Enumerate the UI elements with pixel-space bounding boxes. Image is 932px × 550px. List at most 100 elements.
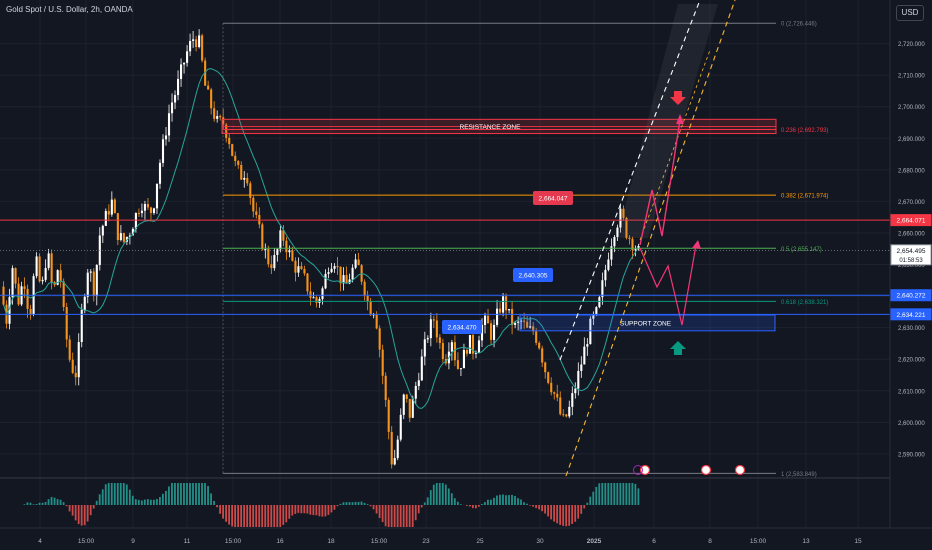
macd-histogram-bar (41, 502, 44, 505)
macd-histogram-bar (526, 503, 528, 505)
candle-body (77, 342, 80, 378)
macd-histogram-bar (493, 497, 495, 505)
macd-histogram-bar (171, 483, 173, 505)
macd-histogram-bar (481, 503, 483, 505)
price-axis-badge (890, 214, 932, 227)
macd-histogram-bar (538, 505, 540, 510)
macd-histogram-bar (174, 483, 176, 505)
price-axis-badge-text: 2,634.221 (897, 312, 926, 319)
candle-body (261, 224, 264, 250)
candle-body (62, 281, 65, 308)
candle-body (499, 308, 502, 313)
candle-body (333, 266, 336, 269)
macd-histogram-bar (119, 483, 122, 505)
candle-body (369, 301, 372, 316)
candle-body (393, 458, 396, 465)
macd-histogram-bar (128, 489, 131, 505)
macd-histogram-bar (474, 505, 477, 509)
macd-histogram-bar (622, 483, 625, 505)
currency-button[interactable]: USD (896, 5, 924, 21)
macd-histogram-bar (553, 505, 556, 522)
candle-body (23, 286, 26, 289)
price-axis-tick-label: 2,690.000 (898, 137, 925, 143)
price-axis-tick-label: 2,660.000 (898, 231, 925, 237)
candle-body (74, 372, 77, 378)
macd-histogram-bar (562, 505, 565, 526)
macd-histogram-bar (122, 483, 125, 505)
candle-body (357, 259, 360, 266)
macd-histogram-bar (219, 505, 221, 514)
macd-histogram-bar (192, 483, 194, 505)
candle-body (453, 342, 456, 361)
candle-body (282, 230, 285, 241)
candle-body (131, 228, 134, 236)
macd-histogram-bar (74, 505, 77, 521)
macd-histogram-bar (107, 483, 110, 505)
macd-histogram-bar (32, 504, 35, 505)
candle-body (441, 343, 444, 360)
candle-body (180, 64, 183, 79)
candles (2, 29, 640, 469)
macd-histogram-bar (50, 496, 53, 505)
price-axis-tick-label: 2,700.000 (898, 105, 925, 111)
macd-histogram-bar (414, 505, 417, 521)
candle-body (595, 307, 598, 315)
macd-histogram-bar (450, 493, 453, 505)
candle-body (372, 314, 375, 316)
candle-body (216, 116, 219, 119)
candle-body (384, 375, 387, 401)
candle-body (306, 273, 309, 292)
candle-body (354, 259, 357, 268)
candle-body (228, 137, 231, 145)
macd-histogram-bar (327, 505, 330, 515)
macd-histogram-bar (592, 491, 595, 505)
time-axis-tick-label: 23 (422, 538, 430, 545)
candle-body (502, 296, 505, 313)
price-axis-badge (890, 289, 932, 302)
macd-histogram-bar (441, 483, 444, 505)
candle-body (480, 324, 484, 341)
candle-body (456, 360, 459, 369)
candle-body (276, 249, 279, 255)
time-axis-tick-label: 8 (708, 538, 712, 545)
candle-body (291, 250, 294, 261)
green-up-arrow-icon (670, 341, 686, 355)
macd-histogram-bar (95, 500, 98, 505)
macd-histogram-bar (459, 504, 462, 505)
arrow-head (692, 240, 701, 249)
time-axis-tick-label: 15 (854, 538, 862, 545)
candle-body (387, 400, 390, 432)
symbol-title[interactable]: Gold Spot / U.S. Dollar, 2h, OANDA (6, 5, 133, 14)
macd-histogram-bar (186, 483, 188, 505)
macd-histogram-bar (435, 483, 438, 505)
candle-body (294, 260, 297, 273)
macd-histogram-bar (369, 505, 372, 507)
macd-histogram-bar (484, 502, 486, 505)
macd-histogram-bar (26, 502, 29, 505)
macd-histogram-bar (47, 499, 50, 505)
candle-body (631, 238, 634, 250)
macd-histogram-bar (222, 505, 224, 519)
macd-histogram-bar (86, 505, 89, 522)
macd-histogram-bar (56, 499, 59, 505)
candle-body (547, 372, 550, 383)
candle-body (348, 279, 351, 284)
macd-histogram-bar (264, 505, 267, 527)
macd-histogram-bar (628, 483, 631, 505)
macd-histogram-bar (252, 505, 255, 527)
candle-body (390, 431, 393, 465)
macd-histogram-bar (496, 495, 498, 505)
candle-body (396, 439, 399, 459)
macd-histogram-bar (165, 490, 167, 505)
candle-body (514, 322, 517, 325)
candle-body (628, 237, 631, 239)
candle-body (279, 230, 282, 250)
macd-histogram-bar (508, 495, 510, 505)
time-axis: 4 15:00 9 11 15:00 16 18 15:00 23 25 30 2025 6 8 15:00… (0, 527, 932, 550)
time-axis-tick-label: 13 (802, 538, 810, 545)
macd-histogram-bar (426, 497, 429, 505)
candle-body (399, 414, 402, 440)
macd-histogram-bar (417, 505, 420, 514)
macd-histogram-bar (523, 502, 525, 505)
